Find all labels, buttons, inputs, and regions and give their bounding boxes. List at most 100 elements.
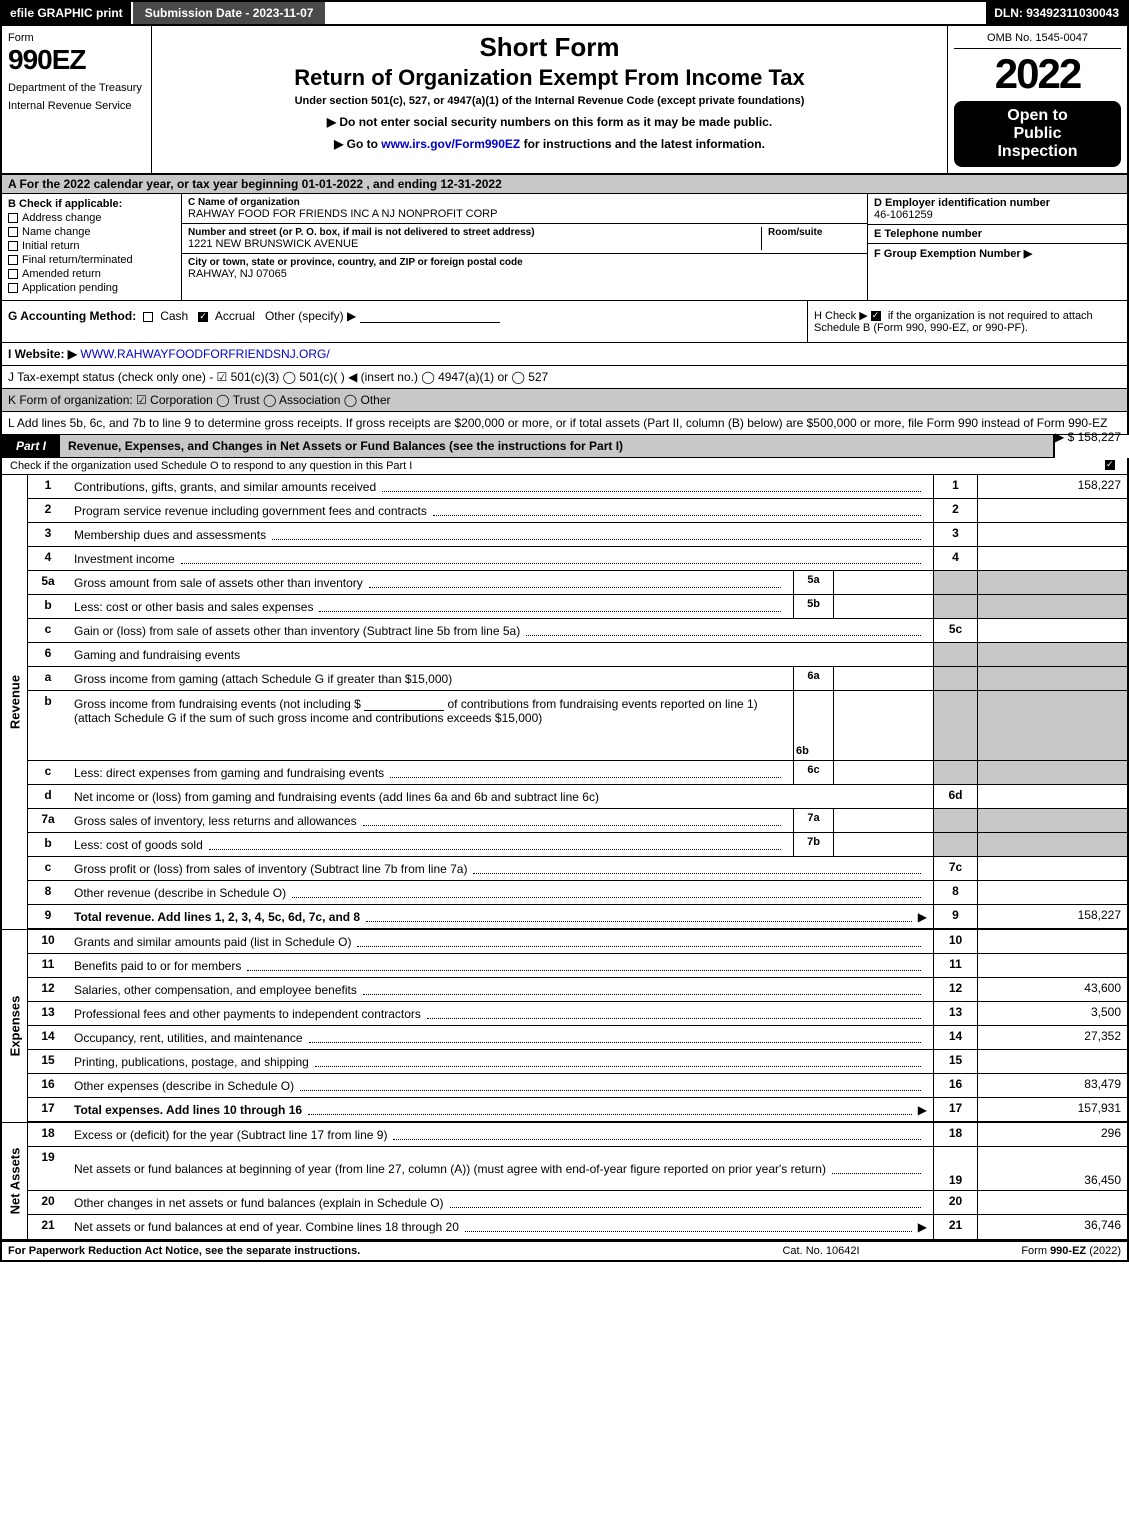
schedule-o-check-row: Check if the organization used Schedule …	[0, 458, 1129, 475]
room-suite-label: Room/suite	[768, 227, 861, 238]
form-ref: Form 990-EZ (2022)	[921, 1245, 1121, 1257]
street-address: 1221 NEW BRUNSWICK AVENUE	[188, 238, 761, 250]
l-amount: ▶ $ 158,227	[1055, 430, 1121, 444]
line-19: 19 Net assets or fund balances at beginn…	[28, 1147, 1127, 1191]
revenue-label: Revenue	[7, 675, 22, 729]
line-6b-blank	[364, 699, 444, 711]
open-to-public-badge: Open to Public Inspection	[954, 101, 1121, 167]
line-5a: 5a Gross amount from sale of assets othe…	[28, 571, 1127, 595]
open-line1: Open to	[960, 107, 1115, 125]
line-9-value: 158,227	[977, 905, 1127, 928]
line-18: 18 Excess or (deficit) for the year (Sub…	[28, 1123, 1127, 1147]
g-label: G Accounting Method:	[8, 309, 136, 323]
ein-value: 46-1061259	[874, 209, 1121, 221]
section-c: C Name of organization RAHWAY FOOD FOR F…	[182, 194, 867, 300]
line-6d-value	[977, 785, 1127, 808]
section-def: D Employer identification number 46-1061…	[867, 194, 1127, 300]
expenses-label: Expenses	[7, 996, 22, 1057]
topbar-spacer	[327, 2, 986, 24]
page-footer: For Paperwork Reduction Act Notice, see …	[0, 1241, 1129, 1262]
info-block-bcd: B Check if applicable: Address change Na…	[0, 194, 1129, 301]
line-10: 10 Grants and similar amounts paid (list…	[28, 930, 1127, 954]
part-i-header: Part I Revenue, Expenses, and Changes in…	[0, 435, 1055, 458]
form-id-block: Form 990EZ Department of the Treasury In…	[2, 26, 152, 173]
cb-name-change[interactable]: Name change	[8, 226, 175, 238]
line-7b-value	[833, 833, 933, 856]
line-6: 6 Gaming and fundraising events	[28, 643, 1127, 667]
cb-schedule-o[interactable]	[1105, 460, 1115, 470]
line-21: 21 Net assets or fund balances at end of…	[28, 1215, 1127, 1239]
line-6c: c Less: direct expenses from gaming and …	[28, 761, 1127, 785]
net-assets-label: Net Assets	[7, 1148, 22, 1215]
efile-print-label: efile GRAPHIC print	[2, 2, 131, 24]
line-5a-value	[833, 571, 933, 594]
line-5c-value	[977, 619, 1127, 642]
cat-number: Cat. No. 10642I	[721, 1245, 921, 1257]
topbar: efile GRAPHIC print Submission Date - 20…	[0, 0, 1129, 26]
line-7b: b Less: cost of goods sold 7b	[28, 833, 1127, 857]
cb-app-pending[interactable]: Application pending	[8, 282, 175, 294]
open-line3: Inspection	[960, 143, 1115, 161]
section-b-title: B Check if applicable:	[8, 198, 175, 210]
line-7a-value	[833, 809, 933, 832]
cb-address-change[interactable]: Address change	[8, 212, 175, 224]
line-20: 20 Other changes in net assets or fund b…	[28, 1191, 1127, 1215]
website-link[interactable]: WWW.RAHWAYFOODFORFRIENDSNJ.ORG/	[80, 347, 329, 361]
line-11-value	[977, 954, 1127, 977]
cb-final-return[interactable]: Final return/terminated	[8, 254, 175, 266]
line-6b-value	[833, 691, 933, 760]
arrow-icon: ▶	[918, 1220, 927, 1234]
line-19-value: 36,450	[977, 1147, 1127, 1190]
line-12: 12 Salaries, other compensation, and emp…	[28, 978, 1127, 1002]
cb-amended[interactable]: Amended return	[8, 268, 175, 280]
cb-initial-return[interactable]: Initial return	[8, 240, 175, 252]
section-j-tax-exempt: J Tax-exempt status (check only one) - ☑…	[0, 366, 1129, 389]
section-gh: G Accounting Method: Cash Accrual Other …	[0, 301, 1129, 343]
part-i-badge: Part I	[2, 435, 60, 457]
part-i-title: Revenue, Expenses, and Changes in Net As…	[60, 435, 1053, 457]
line-4: 4 Investment income 4	[28, 547, 1127, 571]
line-7c-value	[977, 857, 1127, 880]
cb-cash[interactable]	[143, 312, 153, 322]
line-6d: d Net income or (loss) from gaming and f…	[28, 785, 1127, 809]
line-12-value: 43,600	[977, 978, 1127, 1001]
irs-link[interactable]: www.irs.gov/Form990EZ	[381, 137, 520, 151]
section-g: G Accounting Method: Cash Accrual Other …	[2, 301, 807, 342]
cb-accrual[interactable]	[198, 312, 208, 322]
line-13-value: 3,500	[977, 1002, 1127, 1025]
line-1-value: 158,227	[977, 475, 1127, 498]
ein-label: D Employer identification number	[874, 197, 1121, 209]
line-2: 2 Program service revenue including gove…	[28, 499, 1127, 523]
arrow-icon: ▶	[918, 910, 927, 924]
schedule-o-text: Check if the organization used Schedule …	[10, 460, 412, 472]
expenses-sidebar: Expenses	[2, 930, 28, 1122]
goto-text: ▶ Go to www.irs.gov/Form990EZ for instru…	[162, 137, 937, 151]
line-11: 11 Benefits paid to or for members 11	[28, 954, 1127, 978]
tax-year: 2022	[954, 53, 1121, 95]
line-5c: c Gain or (loss) from sale of assets oth…	[28, 619, 1127, 643]
line-8-value	[977, 881, 1127, 904]
city-label: City or town, state or province, country…	[188, 257, 861, 268]
dln-label: DLN: 93492311030043	[986, 2, 1127, 24]
section-i-website: I Website: ▶ WWW.RAHWAYFOODFORFRIENDSNJ.…	[0, 343, 1129, 366]
line-13: 13 Professional fees and other payments …	[28, 1002, 1127, 1026]
line-5b-value	[833, 595, 933, 618]
net-assets-sidebar: Net Assets	[2, 1123, 28, 1239]
line-14: 14 Occupancy, rent, utilities, and maint…	[28, 1026, 1127, 1050]
line-6b: b Gross income from fundraising events (…	[28, 691, 1127, 761]
section-k-form-org: K Form of organization: ☑ Corporation ◯ …	[0, 389, 1129, 412]
net-assets-section: Net Assets 18 Excess or (deficit) for th…	[0, 1122, 1129, 1241]
street-label: Number and street (or P. O. box, if mail…	[188, 227, 761, 238]
cb-schedule-b[interactable]	[871, 311, 881, 321]
telephone-label: E Telephone number	[874, 228, 1121, 240]
line-18-value: 296	[977, 1123, 1127, 1146]
do-not-enter-text: ▶ Do not enter social security numbers o…	[162, 115, 937, 129]
other-specify-blank	[360, 311, 500, 323]
revenue-sidebar: Revenue	[2, 475, 28, 929]
omb-number: OMB No. 1545-0047	[954, 32, 1121, 49]
line-20-value	[977, 1191, 1127, 1214]
header-right-block: OMB No. 1545-0047 2022 Open to Public In…	[947, 26, 1127, 173]
line-7c: c Gross profit or (loss) from sales of i…	[28, 857, 1127, 881]
c-name-label: C Name of organization	[188, 197, 861, 208]
line-17: 17 Total expenses. Add lines 10 through …	[28, 1098, 1127, 1122]
